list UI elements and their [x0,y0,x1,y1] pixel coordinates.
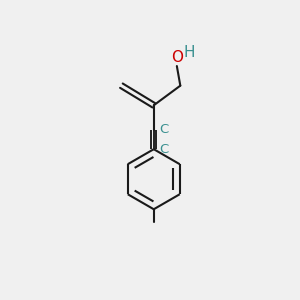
Text: C: C [159,123,168,136]
Text: O: O [171,50,183,65]
Text: H: H [184,45,195,60]
Text: C: C [159,143,168,156]
